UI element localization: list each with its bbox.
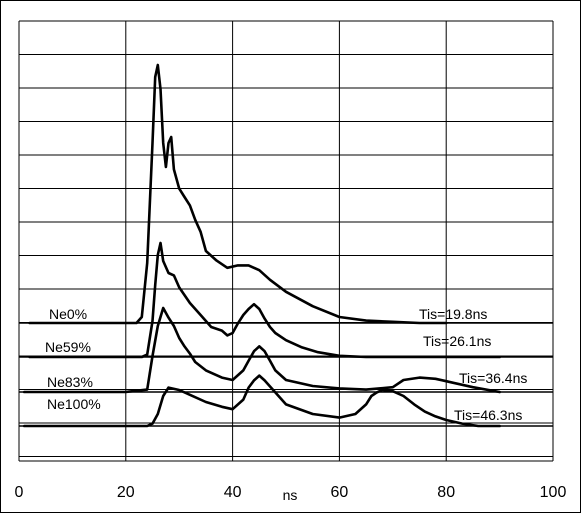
- series-line-1: [28, 63, 448, 325]
- label-layer: 0 20 40 60 80 100 Ne0% Tis=19.8ns Ne59% Tis=26.1n…: [15, 306, 567, 501]
- series-name-label: Ne100%: [47, 396, 101, 412]
- series-name-label: Ne0%: [49, 306, 87, 322]
- x-tick-label: 80: [437, 484, 455, 501]
- series-layer: [22, 63, 501, 428]
- series-name-label: Ne59%: [45, 339, 91, 355]
- series-annotation: Tis=26.1ns: [423, 333, 491, 349]
- series-name-label: Ne83%: [47, 374, 93, 390]
- series-line-2: [28, 241, 501, 359]
- grid: [18, 20, 554, 462]
- x-tick-label: 60: [331, 484, 349, 501]
- x-tick-label: 40: [224, 484, 242, 501]
- series-line-4: [22, 374, 501, 428]
- series-annotation: Tis=19.8ns: [419, 306, 487, 322]
- x-tick-label: 20: [117, 484, 135, 501]
- series-annotation: Tis=36.4ns: [459, 370, 527, 386]
- x-axis-label: ns: [283, 487, 298, 503]
- series-line-3: [22, 306, 501, 394]
- x-tick-label: 0: [15, 484, 24, 501]
- x-tick-label: 100: [540, 484, 567, 501]
- series-annotation: Tis=46.3ns: [454, 407, 522, 423]
